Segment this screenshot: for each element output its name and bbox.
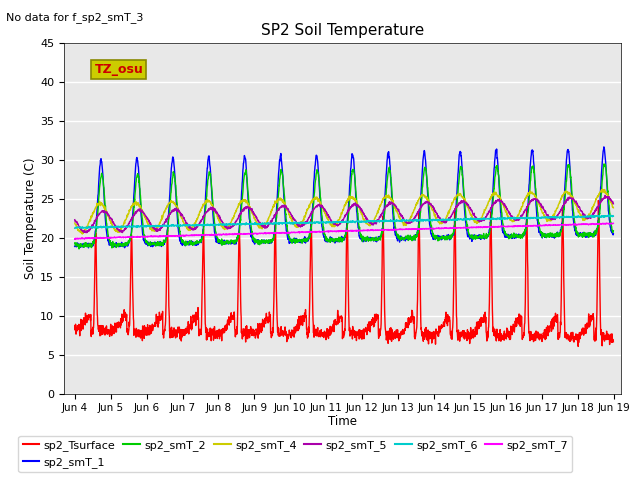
X-axis label: Time: Time (328, 415, 357, 428)
Legend: sp2_Tsurface, sp2_smT_1, sp2_smT_2, sp2_smT_4, sp2_smT_5, sp2_smT_6, sp2_smT_7: sp2_Tsurface, sp2_smT_1, sp2_smT_2, sp2_… (19, 436, 572, 472)
Text: TZ_osu: TZ_osu (95, 63, 143, 76)
Y-axis label: Soil Temperature (C): Soil Temperature (C) (24, 157, 37, 279)
Text: No data for f_sp2_smT_3: No data for f_sp2_smT_3 (6, 12, 144, 23)
Title: SP2 Soil Temperature: SP2 Soil Temperature (260, 23, 424, 38)
